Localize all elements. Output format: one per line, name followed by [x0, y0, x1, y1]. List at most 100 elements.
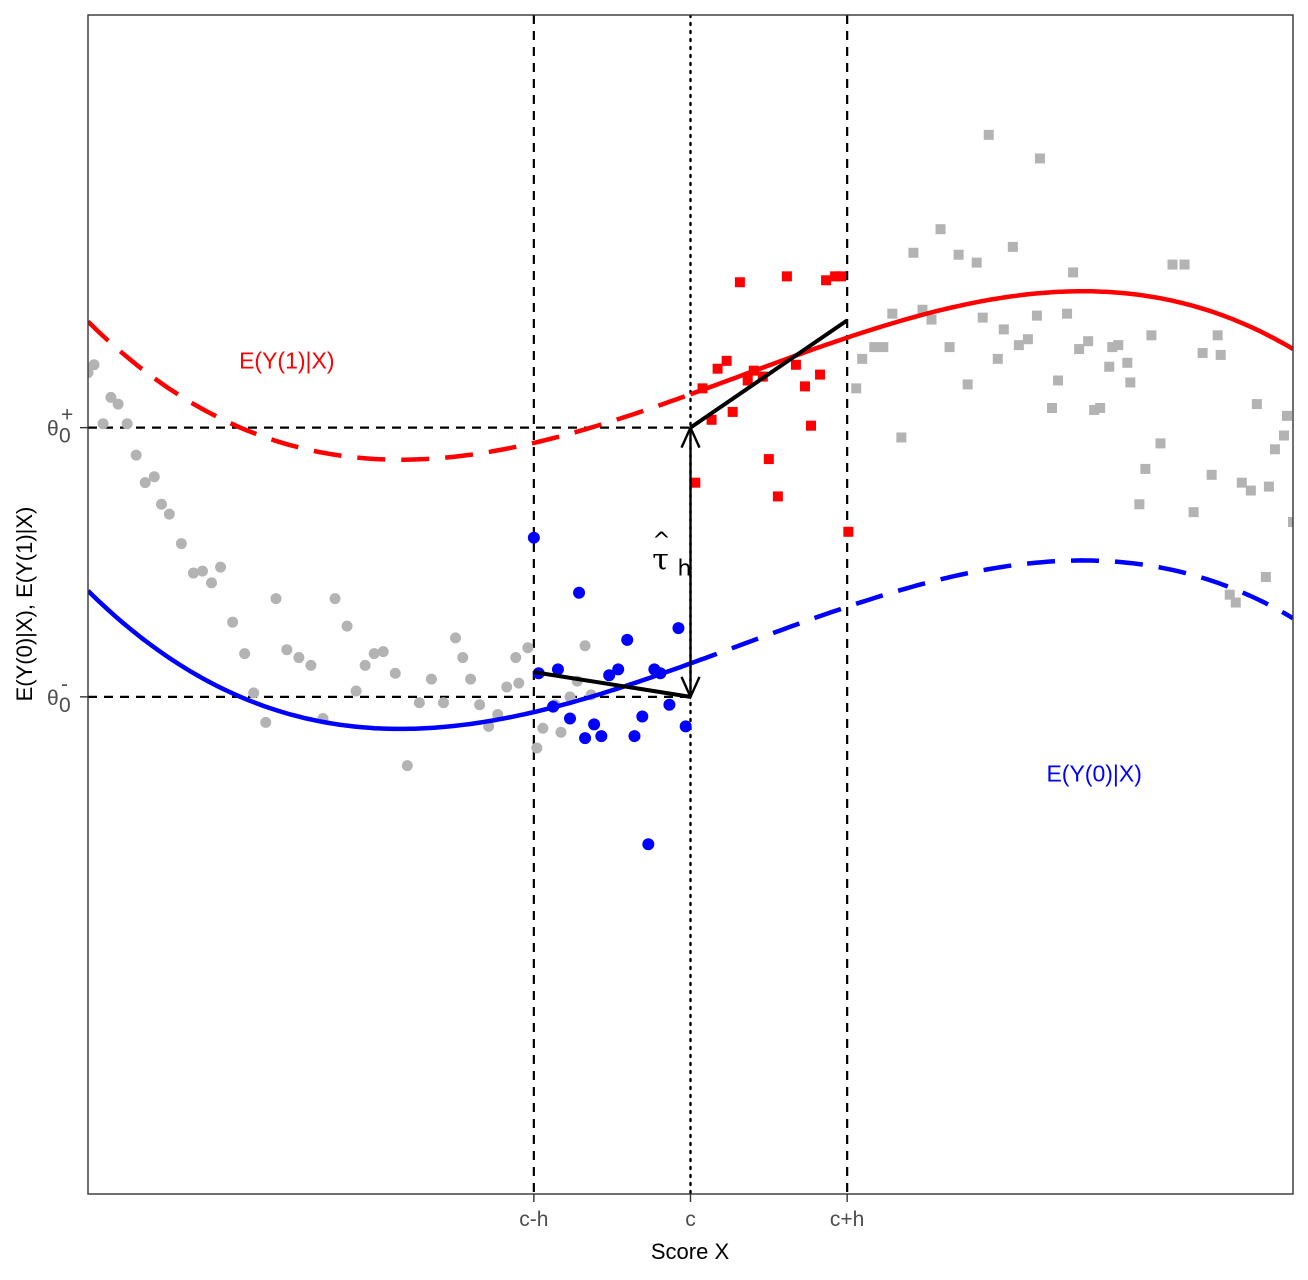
point-right-outside — [878, 342, 889, 353]
point-left-outside — [368, 648, 380, 660]
y-tick-label-sup: + — [61, 404, 73, 427]
point-right-inside — [690, 477, 701, 488]
point-right-outside — [908, 247, 919, 258]
point-left-outside — [260, 716, 272, 728]
point-left-outside — [510, 652, 522, 664]
point-right-outside — [1263, 481, 1274, 492]
point-right-outside — [1179, 259, 1190, 270]
point-right-outside — [857, 353, 868, 364]
point-left-outside — [139, 477, 151, 489]
y-axis-title: E(Y(0)|X), E(Y(1)|X) — [12, 507, 37, 702]
point-left-inside — [603, 669, 616, 682]
point-right-outside — [1125, 377, 1136, 388]
tau-hat-subscript: h — [678, 556, 692, 581]
point-left-outside — [401, 760, 413, 772]
point-left-outside — [215, 561, 227, 573]
point-right-outside — [917, 304, 928, 315]
point-left-inside — [621, 633, 634, 646]
point-left-outside — [105, 391, 117, 403]
point-left-outside — [437, 697, 449, 709]
point-right-inside — [806, 420, 816, 431]
point-left-outside — [187, 567, 199, 579]
point-right-inside — [697, 383, 708, 394]
point-right-outside — [1047, 403, 1057, 413]
point-right-outside — [1140, 463, 1151, 474]
point-right-inside — [706, 414, 717, 425]
effect-arrow-head-down — [680, 676, 701, 700]
point-right-outside — [944, 342, 955, 353]
point-right-inside — [830, 271, 841, 282]
point-right-inside — [799, 381, 810, 392]
point-left-inside — [628, 730, 641, 743]
point-right-outside — [977, 312, 988, 323]
point-left-outside — [227, 616, 239, 628]
point-right-outside — [1089, 404, 1100, 415]
point-left-inside — [612, 663, 625, 676]
point-left-outside — [537, 722, 549, 734]
tau-hat-label: τ — [652, 542, 669, 577]
point-left-outside — [156, 498, 168, 510]
point-left-outside — [513, 677, 525, 689]
point-right-outside — [983, 129, 994, 140]
point-right-inside — [790, 359, 801, 370]
y-tick-label: θ 0+ — [47, 404, 73, 448]
point-left-outside — [293, 652, 305, 664]
point-right-outside — [1031, 310, 1042, 321]
point-left-outside — [305, 659, 317, 671]
point-left-outside — [121, 418, 133, 430]
local-fit-left — [533, 670, 691, 699]
point-right-outside — [1188, 507, 1199, 518]
point-left-outside — [112, 398, 124, 410]
x-tick-label: c — [685, 1208, 696, 1231]
point-right-outside — [1206, 469, 1217, 480]
point-left-outside — [270, 593, 282, 605]
point-left-inside — [588, 718, 601, 731]
point-right-outside — [869, 342, 880, 353]
y-tick-label-sub: 0 — [59, 694, 71, 717]
point-left-outside — [248, 687, 260, 699]
point-right-outside — [1068, 267, 1079, 278]
point-left-outside — [501, 681, 513, 693]
point-left-outside — [474, 699, 486, 711]
point-right-outside — [1281, 410, 1292, 421]
point-right-outside — [1104, 361, 1115, 372]
point-right-inside — [734, 277, 745, 288]
point-left-outside — [130, 449, 142, 461]
point-right-outside — [1022, 334, 1033, 345]
point-left-outside — [389, 667, 401, 679]
point-right-outside — [953, 249, 964, 260]
point-right-inside — [781, 271, 792, 282]
point-left-outside — [239, 648, 251, 660]
point-right-outside — [1113, 340, 1124, 351]
point-right-inside — [721, 355, 732, 366]
point-right-outside — [1146, 330, 1157, 341]
point-right-outside — [935, 224, 946, 235]
point-right-outside — [1083, 336, 1094, 347]
point-right-outside — [1269, 444, 1280, 455]
point-left-outside — [350, 685, 362, 697]
point-left-outside — [450, 632, 462, 644]
point-left-outside — [425, 673, 437, 685]
point-right-inside — [748, 365, 759, 376]
curve-label-control: E(Y(0)|X) — [1046, 760, 1141, 786]
point-right-outside — [887, 308, 898, 319]
point-left-outside — [281, 644, 293, 656]
point-left-outside — [413, 697, 425, 709]
point-right-outside — [1062, 308, 1073, 319]
point-left-inside — [564, 712, 576, 725]
point-left-outside — [163, 508, 175, 520]
y-tick-label: θ 0- — [47, 673, 71, 717]
point-left-outside — [97, 418, 109, 430]
point-left-outside — [359, 659, 371, 671]
point-right-inside — [727, 406, 738, 417]
point-right-outside — [896, 432, 907, 443]
point-left-inside — [579, 732, 592, 745]
point-right-outside — [1236, 477, 1247, 488]
point-right-outside — [1013, 340, 1024, 351]
x-axis-title: Score X — [651, 1239, 730, 1264]
point-left-outside — [88, 359, 100, 371]
point-left-outside — [175, 538, 187, 550]
point-left-outside — [522, 642, 534, 654]
point-right-outside — [1053, 375, 1064, 386]
